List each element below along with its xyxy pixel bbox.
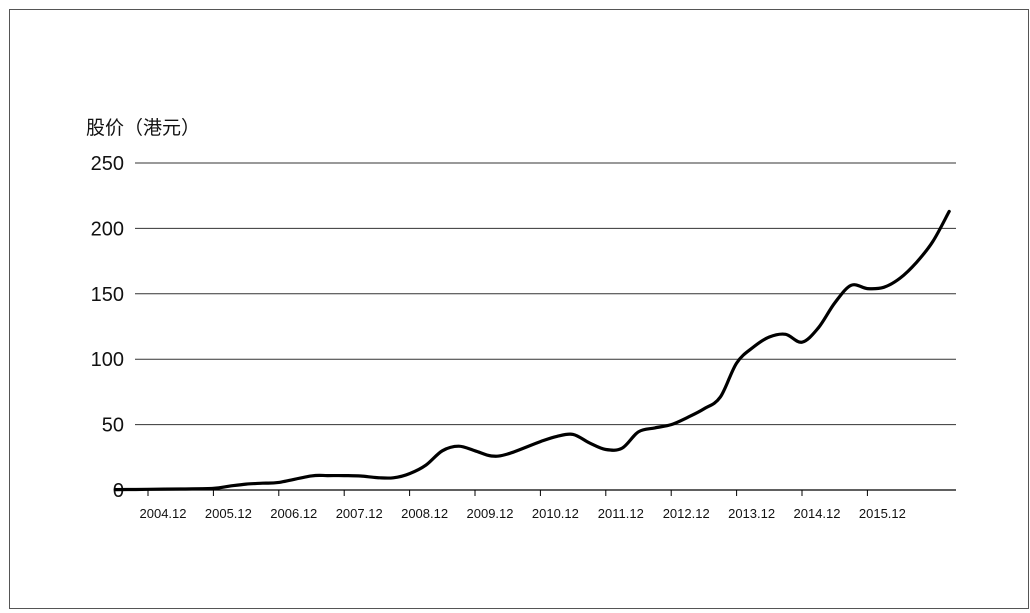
y-tick-100: 100 (91, 349, 124, 371)
x-tick-2013.12: 2013.12 (728, 506, 775, 521)
x-tick-labels: 2004.12 2005.12 2006.12 2007.12 2008.12 2009.… (140, 506, 906, 521)
x-tick-2004.12: 2004.12 (140, 506, 187, 521)
y-tick-150: 150 (91, 284, 124, 306)
y-tick-200: 200 (91, 218, 124, 240)
x-tick-2005.12: 2005.12 (205, 506, 252, 521)
x-tick-2010.12: 2010.12 (532, 506, 579, 521)
x-tick-2014.12: 2014.12 (794, 506, 841, 521)
x-tick-2015.12: 2015.12 (859, 506, 906, 521)
series-line-0 (113, 209, 951, 492)
x-tick-2011.12: 2011.12 (598, 506, 644, 521)
y-axis-label: 股价（港元） (86, 117, 200, 139)
x-tick-2012.12: 2012.12 (663, 506, 710, 521)
y-tick-250: 250 (91, 153, 124, 175)
series-layer (113, 209, 951, 492)
x-tick-2009.12: 2009.12 (467, 506, 514, 521)
x-tick-2007.12: 2007.12 (336, 506, 383, 521)
grid-lines (135, 162, 956, 426)
x-tick-2006.12: 2006.12 (270, 506, 317, 521)
x-tick-2008.12: 2008.12 (401, 506, 448, 521)
y-tick-50: 50 (102, 415, 124, 437)
chart-frame (9, 9, 1029, 609)
x-axis (135, 489, 956, 496)
